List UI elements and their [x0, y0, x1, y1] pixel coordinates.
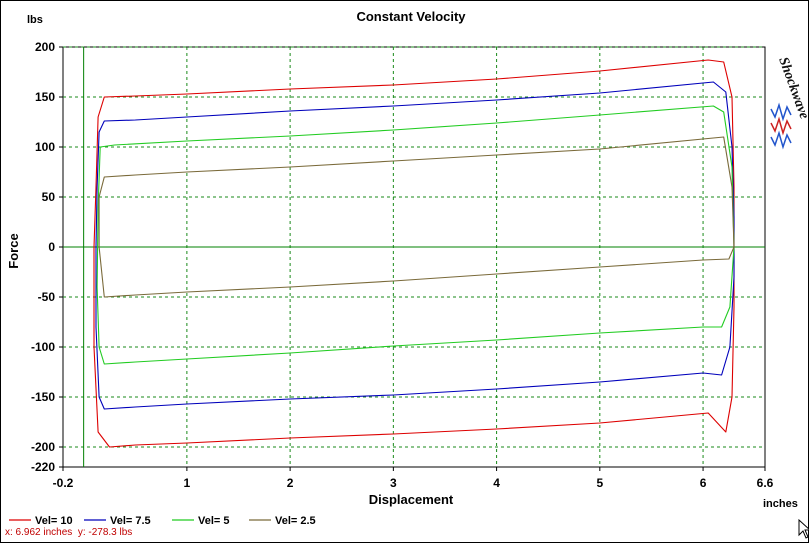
y-tick-label: -200 — [31, 440, 55, 454]
y-tick-label: 200 — [35, 40, 55, 54]
y-tick-label: 150 — [35, 90, 55, 104]
y-tick-label: -150 — [31, 390, 55, 404]
series-line-4 — [98, 136, 735, 298]
legend: Vel= 10 Vel= 7.5 Vel= 5 Vel= 2.5 — [9, 515, 316, 527]
x-tick-label: -0.2 — [53, 476, 74, 490]
axis-layer — [59, 46, 766, 471]
series-line-2 — [95, 81, 735, 410]
legend-label-1: Vel= 10 — [35, 515, 73, 527]
x-tick-label: 4 — [493, 476, 500, 490]
shockwave-logo: Shockwave — [770, 55, 808, 150]
x-tick-label: 6.6 — [757, 476, 774, 490]
y-tick-label: -220 — [31, 460, 55, 474]
x-unit-label: inches — [763, 498, 798, 510]
chart-title: Constant Velocity — [356, 9, 466, 24]
series-line-1 — [93, 59, 735, 448]
series-line-3 — [96, 105, 735, 365]
x-tick-label: 1 — [184, 476, 191, 490]
y-tick-label: -100 — [31, 340, 55, 354]
logo-squiggle-red — [770, 116, 792, 136]
y-tick-label: -50 — [38, 290, 56, 304]
mouse-pointer-icon — [798, 519, 809, 539]
x-axis-label: Displacement — [369, 492, 454, 507]
legend-label-2: Vel= 7.5 — [110, 515, 151, 527]
x-tick-label: 3 — [390, 476, 397, 490]
logo-squiggle-blue — [770, 102, 792, 122]
cursor-y-readout: y: -278.3 lbs — [77, 527, 133, 538]
x-tick-label: 5 — [596, 476, 603, 490]
logo-squiggle-blue-2 — [770, 130, 792, 150]
y-tick-label: 0 — [48, 240, 55, 254]
series-layer — [93, 59, 735, 448]
y-unit-label: lbs — [27, 14, 43, 26]
cursor-x-readout: x: 6.962 inches — [5, 527, 73, 538]
legend-label-3: Vel= 5 — [198, 515, 230, 527]
x-tick-label: 6 — [700, 476, 707, 490]
y-axis-label: Force — [6, 233, 21, 268]
legend-label-4: Vel= 2.5 — [275, 515, 316, 527]
cursor-readout: x: 6.962 inches y: -278.3 lbs — [5, 527, 132, 538]
x-tick-label: 2 — [287, 476, 294, 490]
label-layer: 200 150 100 50 0 -50 -100 -150 -200 -220 -0.2 1 2 3 4 5… — [6, 9, 798, 510]
y-tick-label: 50 — [42, 190, 56, 204]
y-tick-label: 100 — [35, 140, 55, 154]
